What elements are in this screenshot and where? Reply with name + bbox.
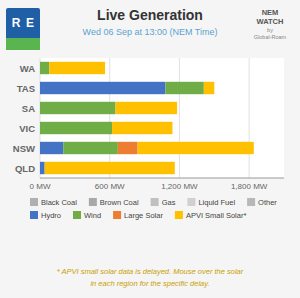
legend-item: APVI Small Solar* [175,211,247,220]
plot-background [40,58,284,178]
bars [40,62,254,174]
brand-text: WATCH [257,17,284,26]
subtitle: Wed 06 Sep at 13:00 (NEM Time) [83,27,218,37]
legend-label: Brown Coal [100,198,139,207]
x-tick-label: 0 MW [30,182,51,191]
y-tick-label: NSW [13,143,35,154]
bar-segment [116,102,178,114]
chart: RE Live Generation Wed 06 Sep at 13:00 (NE… [0,0,300,298]
legend-swatch [73,211,81,219]
y-tick-label: SA [22,103,35,114]
series [40,62,204,154]
bar-segment [40,142,63,154]
legend-item: Brown Coal [89,198,139,207]
legend-label: Hydro [41,211,61,220]
x-axis-line [40,178,284,179]
logo-text: R [12,16,21,30]
grid-line [179,58,180,178]
x-axis: 0 MW 600 MW 1,200 MW 1,800 MW [30,178,284,191]
bar-segment [40,102,116,114]
grid [40,58,249,178]
legend-label: Gas [162,198,176,207]
grid-line [40,58,41,178]
legend-item: Hydro [30,211,61,220]
bar-segment [40,62,49,74]
y-tick-label: QLD [15,163,35,174]
legend-swatch [175,211,183,219]
legend-label: APVI Small Solar* [186,211,247,220]
legend-label: Liquid Fuel [198,198,235,207]
legend-swatch [30,198,38,206]
x-tick-label: 600 MW [95,182,125,191]
legend-item: Large Solar [113,211,163,220]
background [0,0,300,298]
y-tick-label: VIC [19,123,35,134]
x-tick-label: 1,200 MW [161,182,198,191]
legend-label: Wind [84,211,101,220]
bar-segment [138,142,254,154]
legend: Black Coal Brown Coal Gas Liquid Fuel Other H… [30,198,277,220]
legend-swatch [151,198,159,206]
logo-background [6,8,40,50]
legend-label: Black Coal [41,198,77,207]
legend-label: Other [258,198,277,207]
legend-swatch [187,198,195,206]
bar-segment [40,162,45,174]
brand-text: Global-Roam [254,34,287,40]
bar-segment [165,82,203,94]
footnote-text: * APVI small solar data is delayed. Mous… [57,267,244,276]
legend-swatch [247,198,255,206]
bar-segment [40,122,112,134]
logo: RE [6,8,40,50]
brand: NEMWATCHbyGlobal-Roam [254,8,287,40]
y-axis: WA TAS SA VIC NSW QLD [13,63,35,174]
legend-item: Other [247,198,277,207]
bar-segment [112,122,172,134]
legend-item: Wind [73,211,101,220]
brand-text: by [267,27,273,33]
bar-segment [40,82,165,94]
legend-label: Large Solar [124,211,163,220]
series [118,142,138,154]
x-tick-label: 1,800 MW [231,182,268,191]
y-tick-label: WA [20,63,35,74]
bar-segment [45,162,175,174]
y-tick-label: TAS [17,83,35,94]
footnote: * APVI small solar data is delayed. Mous… [57,267,244,288]
bar-segment [204,82,214,94]
legend-swatch [30,211,38,219]
logo-stripe [6,38,40,50]
legend-swatch [89,198,97,206]
legend-swatch [113,211,121,219]
brand-text: NEM [262,8,279,17]
bar-segment [49,62,105,74]
legend-item: Gas [151,198,176,207]
bar-segment [118,142,138,154]
grid-line [109,58,110,178]
series [45,62,254,174]
grid-line [249,58,250,178]
footnote-text: in each region for the specific delay. [90,279,209,288]
legend-item: Black Coal [30,198,77,207]
legend-item: Liquid Fuel [187,198,235,207]
bar-segment [63,142,118,154]
title: Live Generation [97,7,203,23]
logo-text: E [26,16,34,30]
